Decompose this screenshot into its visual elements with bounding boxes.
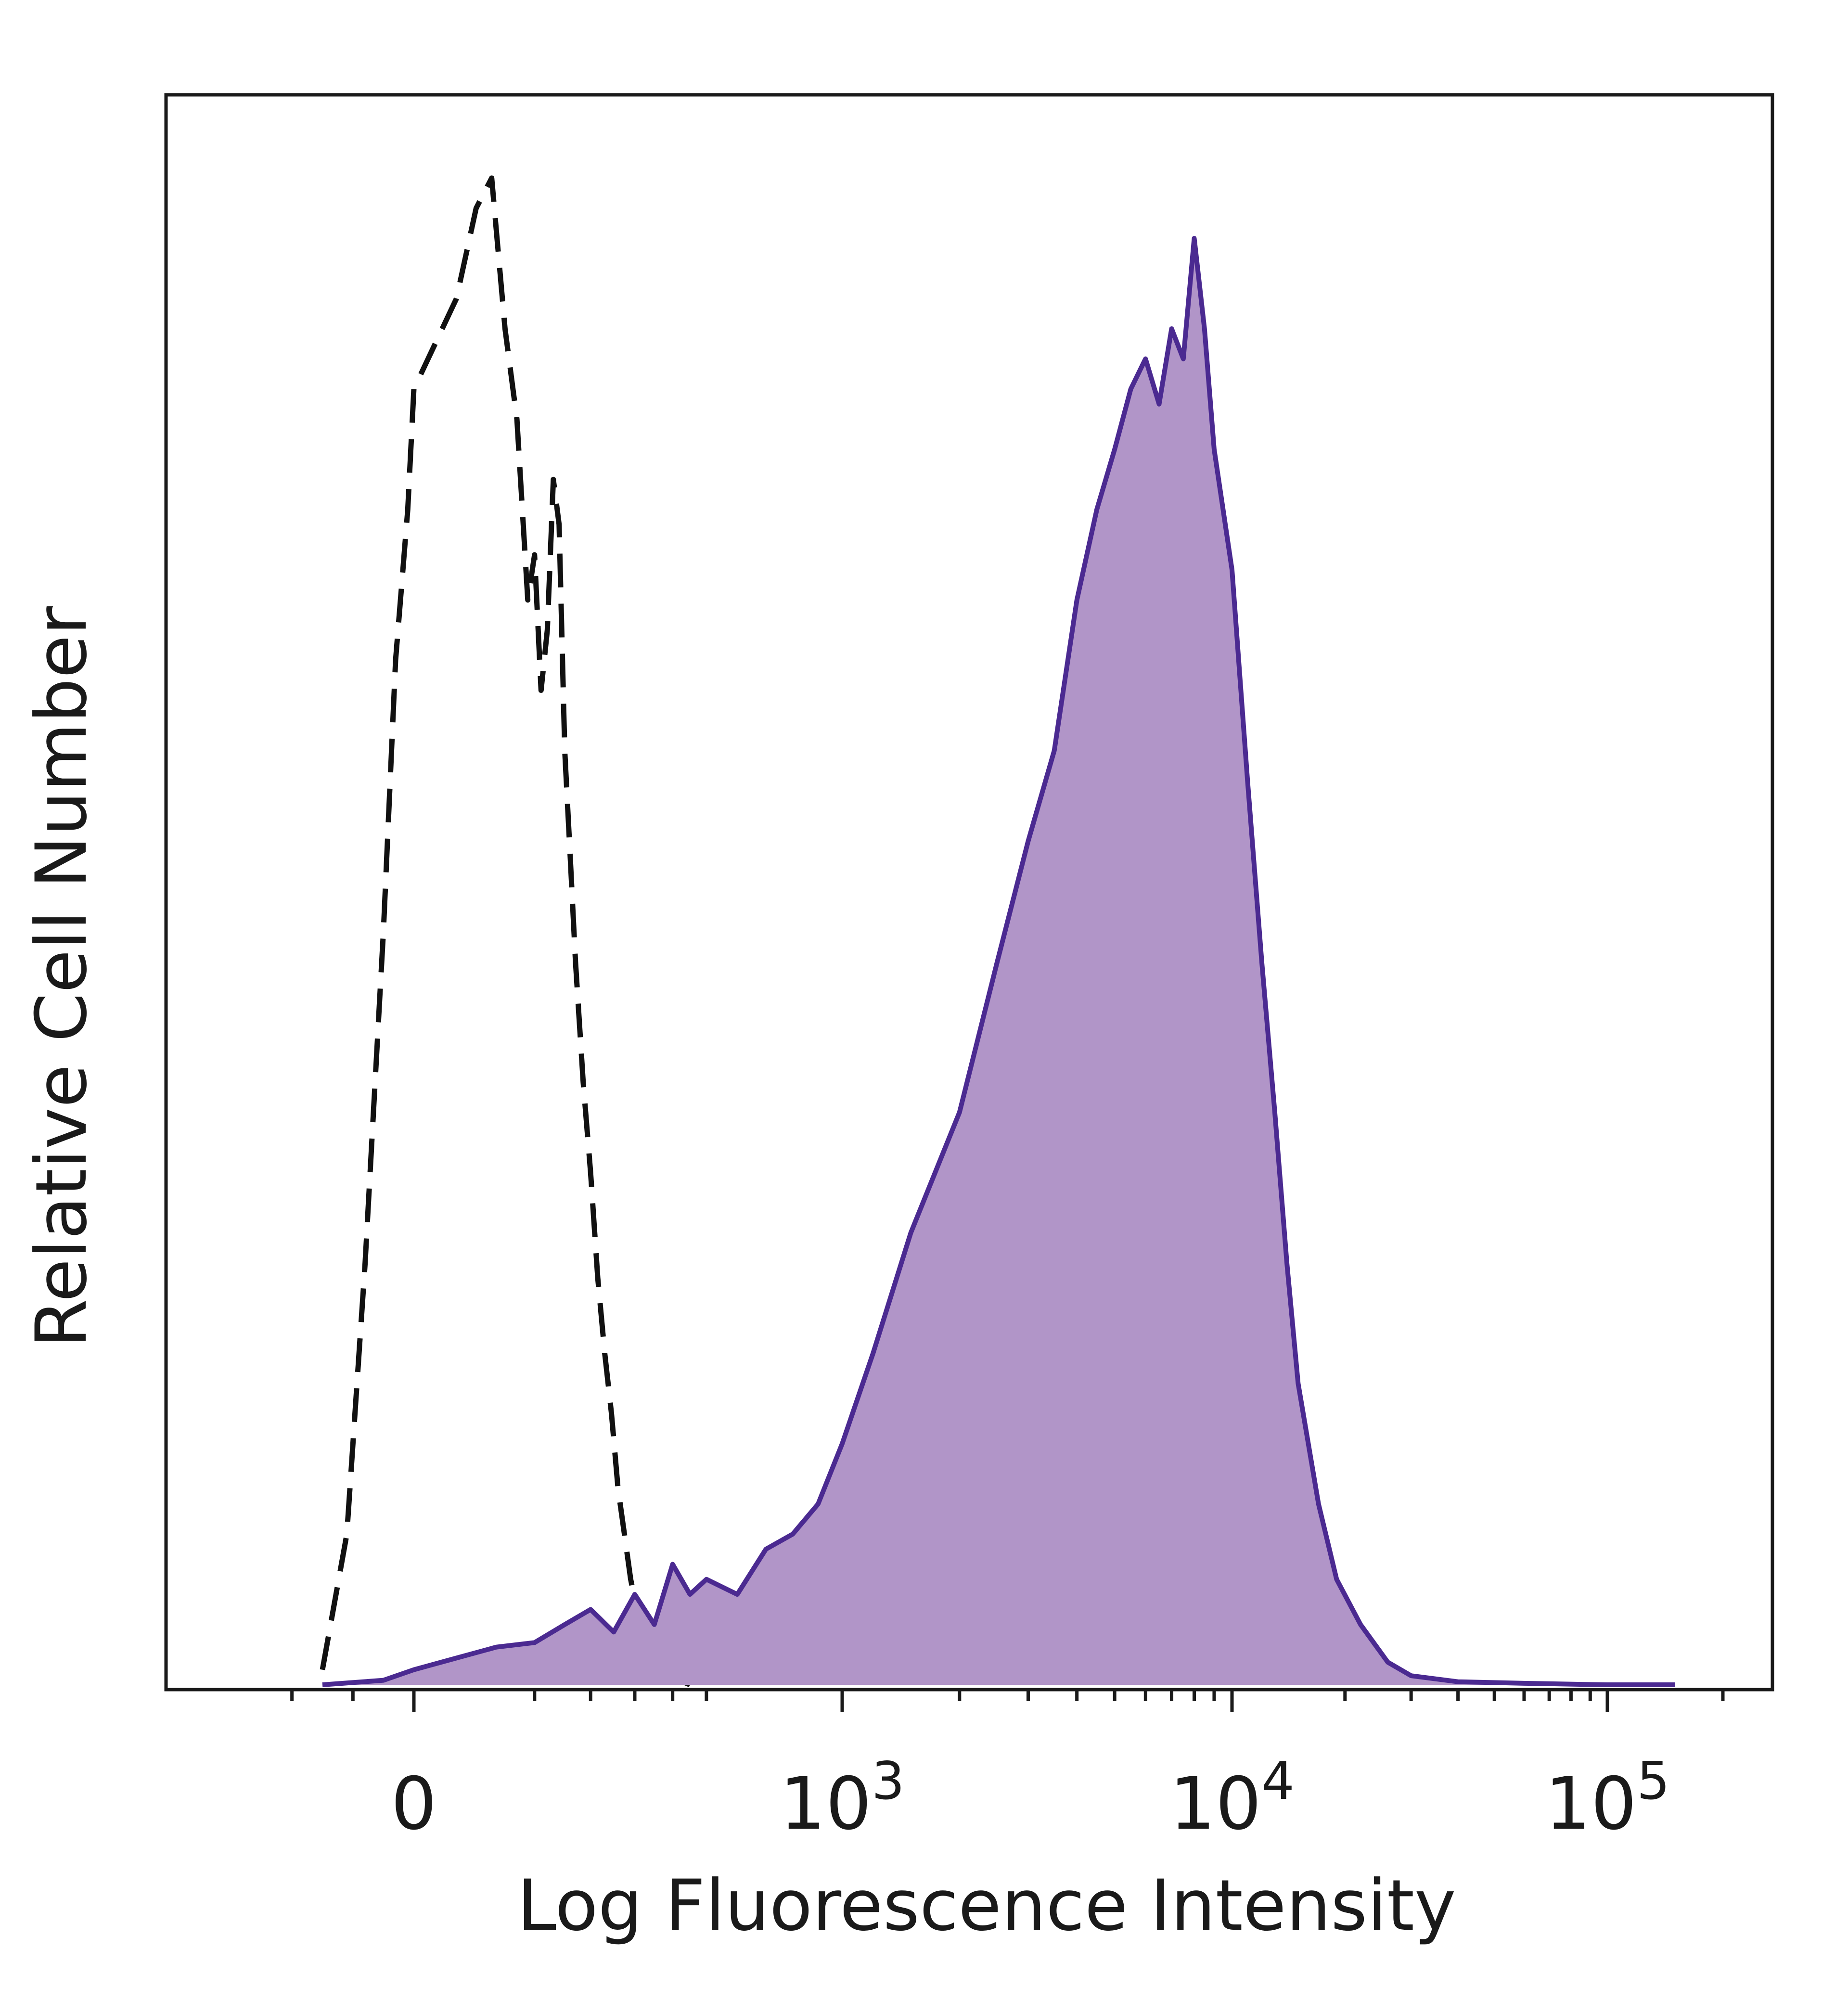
x-axis-label: Log Fluorescence Intensity [517, 1865, 1456, 1947]
plot-frame [164, 93, 1774, 1692]
series-1-line [322, 236, 1675, 1687]
x-tick-label: 104 [1169, 1751, 1295, 1846]
y-axis-label: Relative Cell Number [21, 606, 103, 1348]
x-tick-label: 105 [1545, 1751, 1670, 1846]
x-axis-ticks [290, 1690, 1725, 1712]
x-axis-tick-labels: 0 103 104 105 [391, 1751, 1670, 1846]
series-layer [320, 175, 1675, 1688]
x-tick-label: 0 [391, 1762, 436, 1846]
x-tick-label: 103 [780, 1751, 905, 1846]
